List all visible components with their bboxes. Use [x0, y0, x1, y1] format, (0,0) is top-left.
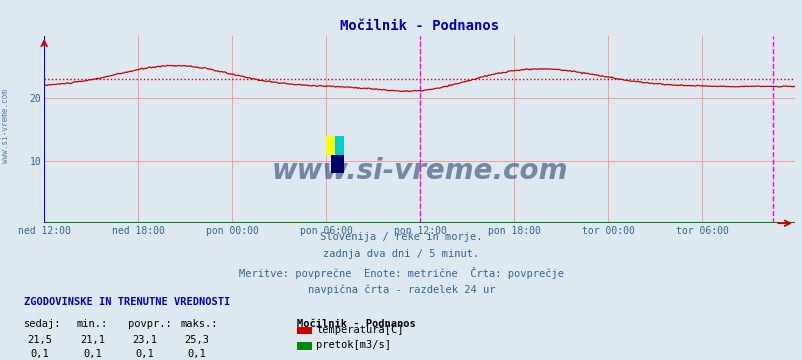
- Text: zadnja dva dni / 5 minut.: zadnja dva dni / 5 minut.: [323, 249, 479, 260]
- Bar: [326, 136, 335, 154]
- Text: 23,1: 23,1: [132, 335, 157, 345]
- Text: maks.:: maks.:: [180, 319, 218, 329]
- Text: 0,1: 0,1: [187, 349, 206, 359]
- Title: Močilnik - Podnanos: Močilnik - Podnanos: [339, 19, 499, 33]
- Text: Slovenija / reke in morje.: Slovenija / reke in morje.: [320, 232, 482, 242]
- Bar: [335, 136, 344, 154]
- Text: 21,1: 21,1: [79, 335, 105, 345]
- Text: ZGODOVINSKE IN TRENUTNE VREDNOSTI: ZGODOVINSKE IN TRENUTNE VREDNOSTI: [24, 297, 230, 307]
- Text: navpična črta - razdelek 24 ur: navpična črta - razdelek 24 ur: [307, 284, 495, 294]
- Text: 0,1: 0,1: [135, 349, 154, 359]
- Text: 0,1: 0,1: [30, 349, 50, 359]
- Text: sedaj:: sedaj:: [24, 319, 62, 329]
- Text: pretok[m3/s]: pretok[m3/s]: [316, 340, 391, 350]
- Text: povpr.:: povpr.:: [128, 319, 172, 329]
- Text: Močilnik - Podnanos: Močilnik - Podnanos: [297, 319, 415, 329]
- Text: 21,5: 21,5: [27, 335, 53, 345]
- Bar: [331, 154, 344, 173]
- Text: Meritve: povprečne  Enote: metrične  Črta: povprečje: Meritve: povprečne Enote: metrične Črta:…: [239, 267, 563, 279]
- Text: 0,1: 0,1: [83, 349, 102, 359]
- Text: www.si-vreme.com: www.si-vreme.com: [271, 157, 567, 185]
- Text: temperatura[C]: temperatura[C]: [316, 325, 403, 335]
- Text: min.:: min.:: [76, 319, 107, 329]
- Text: 25,3: 25,3: [184, 335, 209, 345]
- Text: www.si-vreme.com: www.si-vreme.com: [1, 89, 10, 163]
